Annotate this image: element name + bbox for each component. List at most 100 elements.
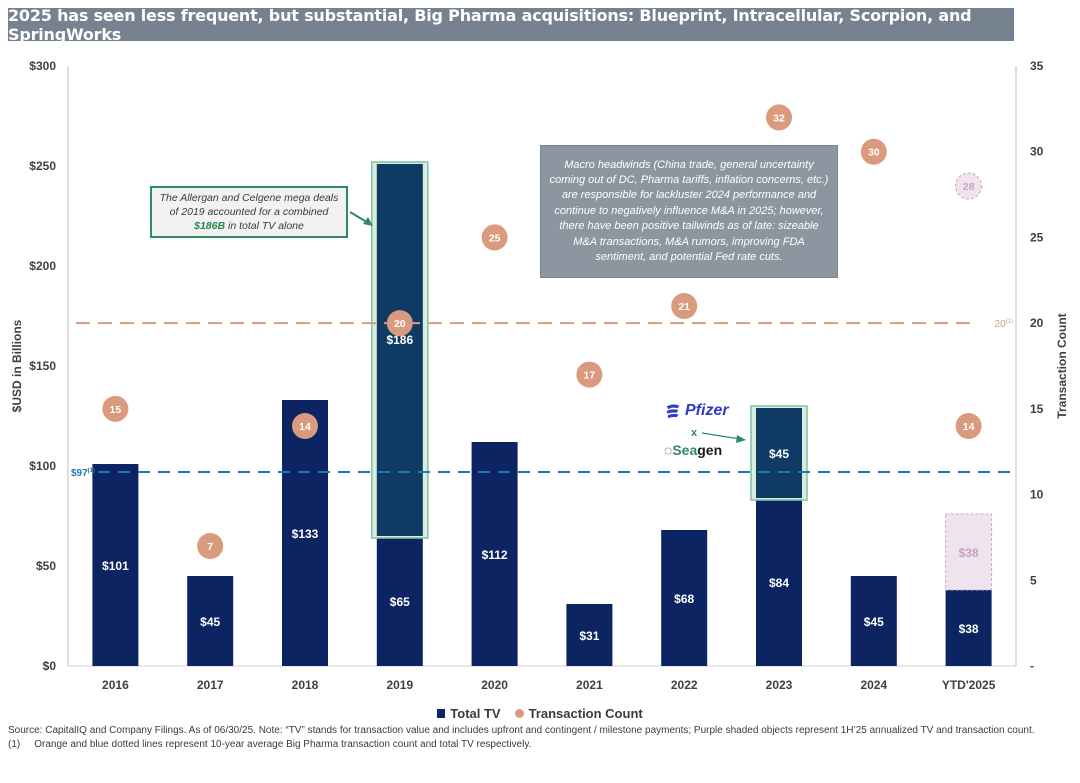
x-tick-label: 2018: [292, 678, 319, 692]
bar-value-label: $31: [579, 629, 599, 643]
x-tick-label: 2020: [481, 678, 508, 692]
legend-item-total-tv: Total TV: [437, 706, 501, 721]
chart-title: 2025 has seen less frequent, but substan…: [8, 6, 1014, 44]
annualized-count-dot: [955, 172, 983, 200]
y2-tick-label: 5: [1030, 573, 1037, 587]
footnote-text: Orange and blue dotted lines represent 1…: [34, 739, 532, 750]
y2-tick-label: 10: [1030, 488, 1044, 502]
y2-tick-label: 25: [1030, 230, 1044, 244]
legend-label-transaction-count: Transaction Count: [528, 706, 643, 721]
bar-value-label: $84: [769, 576, 789, 590]
footnotes: Source: CapitalIQ and Company Filings. A…: [8, 724, 1068, 752]
bar-mega-deal-tv: [756, 408, 802, 498]
y-tick-label: $250: [29, 159, 56, 173]
source-note: Source: CapitalIQ and Company Filings. A…: [8, 725, 1035, 736]
transaction-count-label: 25: [489, 232, 501, 244]
pfizer-name: Pfizer: [685, 402, 729, 419]
seagen-ring-icon: ◌: [664, 442, 673, 458]
y-tick-label: $200: [29, 259, 56, 273]
y-tick-label: $150: [29, 359, 56, 373]
transaction-count-dot: [102, 395, 129, 422]
transaction-count-label: 32: [773, 112, 785, 124]
bar-total-tv: [756, 498, 802, 666]
y-axis-title: $USD in Billions: [10, 319, 24, 412]
pfizer-swirl-icon: [666, 404, 680, 419]
bar-total-tv: [92, 464, 139, 666]
x-tick-label: 2019: [386, 678, 413, 692]
footnote-1: (1) Orange and blue dotted lines represe…: [8, 738, 1068, 752]
legend-item-transaction-count: Transaction Count: [514, 706, 643, 721]
y-tick-label: $100: [29, 459, 56, 473]
bar-annualized-label: $38: [959, 546, 979, 560]
legend-square-icon: [437, 709, 446, 718]
callout-line-3: in total TV alone: [225, 220, 304, 232]
seagen-arrow: [701, 432, 741, 440]
transaction-count-dot: [386, 310, 413, 337]
bar-mega-deal-tv: [376, 164, 423, 536]
legend-dot-icon: [514, 709, 524, 718]
transaction-count-dot: [197, 533, 224, 559]
transaction-count-label: 30: [868, 147, 880, 159]
transaction-count-label: 14: [963, 421, 975, 433]
x-tick-label: 2021: [576, 678, 603, 692]
chart-legend: Total TV Transaction Count: [0, 706, 1080, 721]
bar-total-tv: [376, 536, 423, 666]
bar-total-tv: [945, 590, 992, 666]
macro-text: Macro headwinds (China trade, general un…: [549, 158, 829, 264]
allergan-celgene-callout: The Allergan and Celgene mega deals of 2…: [150, 186, 348, 238]
y2-tick-label: 15: [1030, 402, 1044, 416]
bar-total-tv: [471, 442, 518, 666]
y2-tick-label: 35: [1030, 59, 1044, 73]
seagen-name-prefix: Sea: [672, 442, 698, 458]
callout-highlight: $186B: [194, 220, 226, 232]
bar-total-tv: [850, 576, 897, 666]
seagen-arrowhead-icon: [736, 435, 746, 443]
y2-tick-label: -: [1030, 659, 1034, 673]
bar-annualized-tv: [945, 513, 993, 591]
callout-arrowhead-icon: [363, 217, 373, 226]
bar-value-label: $45: [200, 615, 220, 629]
y2-axis-title: Transaction Count: [1055, 313, 1069, 418]
transaction-count-dot: [860, 138, 887, 165]
footnote-number: (1): [8, 739, 21, 750]
macro-headwinds-callout: Macro headwinds (China trade, general un…: [540, 145, 838, 278]
transaction-count-label: 20: [394, 318, 406, 330]
transaction-count-dot: [671, 293, 698, 319]
transaction-count-dot: [766, 104, 792, 131]
pfizer-seagen-x: x: [691, 427, 698, 439]
pfizer-logo: Pfizer: [664, 402, 729, 420]
bar-total-tv: [566, 604, 613, 666]
bar-value-label: $101: [102, 559, 129, 573]
avg-count-label: 20(1): [995, 319, 1013, 330]
y-tick-label: $0: [43, 659, 57, 673]
x-tick-label: YTD'2025: [942, 678, 996, 692]
x-tick-label: 2023: [766, 678, 793, 692]
chart-canvas: $0 $50 $100 $150 $200 $250 $300 - 5 10 15 20 25 30 35 $…: [10, 59, 1069, 692]
transaction-count-label: 7: [207, 541, 213, 553]
transaction-count-label: 14: [299, 421, 311, 433]
y2-tick-label: 30: [1030, 145, 1044, 159]
avg-tv-label: $97(1): [71, 468, 95, 479]
transaction-count-label: 17: [584, 370, 596, 382]
bar-mega-value-label: $45: [769, 447, 789, 461]
bar-total-tv: [282, 400, 328, 666]
bar-value-label: $133: [292, 527, 319, 541]
transaction-count-label: 21: [678, 301, 690, 313]
x-tick-label: 2024: [860, 678, 887, 692]
bar-value-label: $68: [674, 592, 694, 606]
seagen-name-suffix: gen: [697, 442, 723, 458]
transaction-count-dot: [955, 413, 982, 439]
bar-value-label: $65: [390, 595, 410, 609]
bar-total-tv: [661, 530, 708, 666]
y-tick-label: $300: [29, 59, 56, 73]
transaction-count-dot: [481, 224, 508, 251]
bar-value-label: $38: [959, 622, 979, 636]
x-tick-label: 2022: [671, 678, 698, 692]
y2-tick-label: 20: [1030, 316, 1044, 330]
bar-mega-value-label: $186: [386, 333, 413, 347]
callout-line-1: The Allergan and Celgene mega deals: [159, 192, 339, 204]
annualized-count-label: 28: [963, 181, 975, 193]
x-tick-label: 2016: [102, 678, 129, 692]
bar-value-label: $45: [864, 615, 884, 629]
transaction-count-label: 15: [110, 404, 122, 416]
